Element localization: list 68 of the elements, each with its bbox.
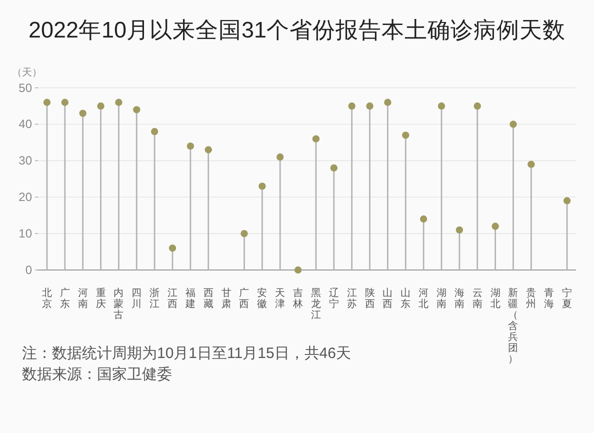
- x-tick-label: 甘肃: [221, 287, 232, 310]
- y-tick-label: 10: [18, 226, 32, 241]
- x-tick-label: 北京: [42, 287, 52, 310]
- x-tick-label: 辽宁: [328, 287, 339, 310]
- x-tick-label: 新疆（含兵团）: [508, 287, 518, 365]
- x-tick-label: 青海: [544, 287, 554, 310]
- point: [150, 128, 158, 136]
- point: [474, 102, 481, 110]
- x-tick-label: 黑龙江: [310, 288, 321, 321]
- x-tick-label: 河南: [78, 287, 88, 310]
- text: 注：数据统计周期为10月1日至11月15日，共46天: [22, 345, 351, 362]
- x-tick-label: 河北: [418, 287, 429, 310]
- point: [133, 106, 140, 114]
- y-axis-title: （天）: [12, 68, 42, 78]
- x-tick-label: 宁夏: [562, 287, 572, 310]
- x-tick-label: 陕西: [364, 287, 375, 310]
- point: [563, 197, 571, 204]
- point: [204, 146, 212, 154]
- point: [168, 244, 176, 252]
- x-tick-label: 云南: [472, 288, 482, 310]
- y-tick-label: 30: [18, 154, 32, 168]
- x-tick-label: 吉林: [292, 287, 304, 310]
- point: [438, 102, 446, 110]
- x-tick-label: 重庆: [96, 287, 106, 310]
- point: [312, 135, 320, 142]
- source-note: 数据来源：国家卫健委: [22, 366, 172, 383]
- point: [330, 164, 338, 172]
- x-tick-label: 广西: [239, 287, 250, 310]
- point: [420, 215, 428, 223]
- point: [294, 266, 302, 274]
- y-tick-label: 20: [18, 190, 32, 204]
- point: [402, 132, 410, 139]
- x-tick-label: 海南: [454, 287, 464, 310]
- x-tick-label: 浙江: [150, 287, 160, 310]
- point: [348, 102, 356, 110]
- x-tick-label: 湖北: [490, 287, 500, 310]
- x-tick-label: 贵州: [526, 287, 536, 310]
- point: [276, 153, 284, 161]
- x-tick-label: 福建: [184, 287, 196, 310]
- y-tick-label: 50: [18, 80, 32, 95]
- x-tick-label: 安徽: [257, 287, 268, 310]
- x-tick-label: 西藏: [203, 288, 214, 310]
- chart-title: 2022年10月以来全国31个省份报告本土确诊病例天数: [28, 18, 566, 42]
- x-tick-label: 山西: [382, 287, 393, 310]
- point: [61, 98, 68, 106]
- x-tick-label: 四川: [132, 288, 142, 310]
- x-tick-label: 江苏: [346, 287, 357, 310]
- point: [43, 98, 51, 106]
- point: [258, 182, 266, 190]
- point: [366, 102, 374, 110]
- x-tick-label: 天津: [275, 288, 286, 310]
- y-tick-label: 0: [25, 263, 32, 277]
- x-tick-label: 广东: [60, 287, 70, 310]
- y-tick-label: 40: [18, 117, 32, 132]
- point: [456, 226, 464, 234]
- point: [97, 102, 104, 110]
- point: [240, 230, 248, 238]
- point: [115, 98, 122, 106]
- x-tick-label: 山东: [400, 287, 411, 310]
- x-tick-label: 湖南: [436, 287, 446, 310]
- point: [186, 142, 194, 150]
- x-tick-label: 江西: [168, 287, 178, 310]
- point: [492, 222, 499, 230]
- x-tick-label: 内蒙古: [114, 287, 124, 321]
- point: [384, 98, 392, 106]
- point: [510, 120, 517, 128]
- point: [528, 160, 535, 168]
- point: [79, 110, 86, 117]
